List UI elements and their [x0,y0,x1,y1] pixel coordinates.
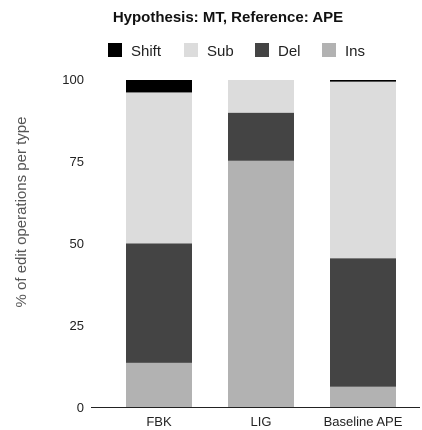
legend-label-del: Del [278,43,301,60]
y-axis: 0 25 50 75 100 [62,72,84,415]
x-tick-label: Baseline APE [324,414,403,429]
x-tick-label: FBK [146,414,172,429]
legend: Shift Sub Del Ins [108,43,365,60]
y-tick-label: 100 [62,72,84,87]
bar-segment-sub [228,80,294,113]
y-tick-label: 75 [70,154,84,169]
bar-segment-sub [330,81,396,259]
bars [126,80,396,407]
legend-swatch-ins [322,43,336,57]
bar-segment-del [126,243,192,363]
legend-label-ins: Ins [345,43,365,60]
y-tick-label: 50 [70,236,84,251]
x-tick-label: LIG [251,414,272,429]
legend-swatch-sub [184,43,198,57]
legend-swatch-shift [108,43,122,57]
bar-segment-del [228,112,294,161]
legend-swatch-del [255,43,269,57]
y-axis-label: % of edit operations per type [13,117,30,308]
bar-segment-ins [126,362,192,407]
bar-segment-ins [330,386,396,407]
chart-title: Hypothesis: MT, Reference: APE [113,9,343,26]
legend-label-sub: Sub [207,43,234,60]
bar-segment-sub [126,92,192,244]
bar-segment-shift [126,80,192,93]
x-axis: FBK LIG Baseline APE [146,414,402,429]
y-tick-label: 0 [77,400,84,415]
bar-segment-del [330,258,396,387]
y-tick-label: 25 [70,318,84,333]
bar-segment-ins [228,160,294,407]
bar-segment-shift [330,80,396,82]
legend-label-shift: Shift [131,43,162,60]
